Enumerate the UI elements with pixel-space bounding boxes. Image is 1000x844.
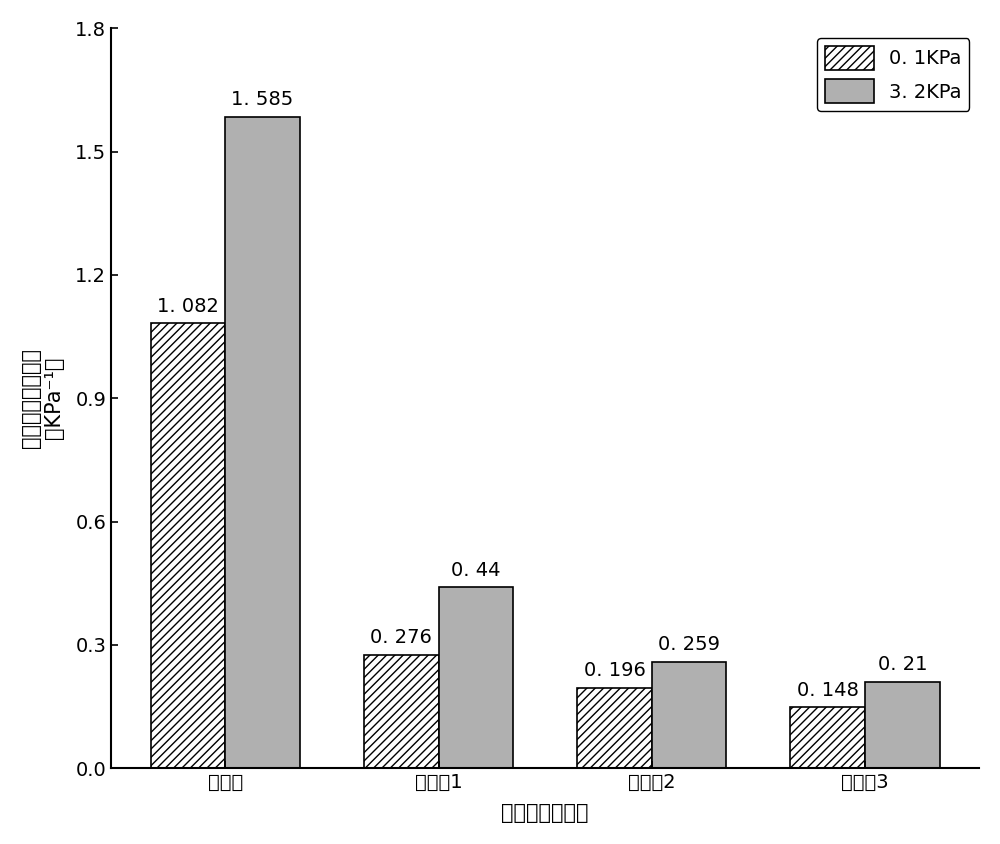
- Y-axis label: 不可恢复蕊变柔量
（KPa⁻¹）: 不可恢复蕊变柔量 （KPa⁻¹）: [21, 349, 64, 448]
- Bar: [364, 655, 439, 768]
- Bar: [865, 682, 940, 768]
- Bar: [439, 587, 513, 768]
- Text: 0. 196: 0. 196: [584, 661, 645, 680]
- Text: 0. 44: 0. 44: [451, 561, 501, 580]
- X-axis label: 雾封层材料类别: 雾封层材料类别: [501, 803, 589, 823]
- Bar: [225, 116, 300, 768]
- Text: 0. 276: 0. 276: [370, 628, 432, 647]
- Text: 1. 082: 1. 082: [157, 297, 219, 316]
- Text: 0. 21: 0. 21: [878, 656, 927, 674]
- Text: 1. 585: 1. 585: [231, 90, 294, 110]
- Bar: [790, 707, 865, 768]
- Bar: [151, 323, 225, 768]
- Bar: [577, 688, 652, 768]
- Text: 0. 148: 0. 148: [797, 681, 859, 700]
- Legend: 0. 1KPa, 3. 2KPa: 0. 1KPa, 3. 2KPa: [817, 38, 969, 111]
- Text: 0. 259: 0. 259: [658, 636, 720, 654]
- Bar: [652, 662, 726, 768]
